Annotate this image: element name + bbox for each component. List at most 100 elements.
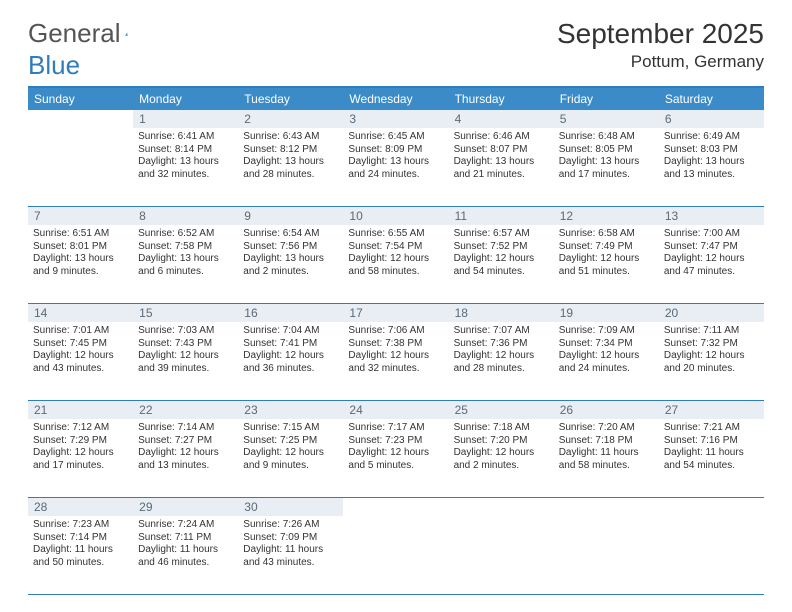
sunrise-text: Sunrise: 7:20 AM (559, 422, 654, 435)
day-number: 19 (554, 304, 659, 322)
day-cell (343, 516, 448, 594)
day-number: 6 (659, 110, 764, 128)
sunrise-text: Sunrise: 7:07 AM (454, 325, 549, 338)
week-row: Sunrise: 6:51 AMSunset: 8:01 PMDaylight:… (28, 225, 764, 304)
day-number: 9 (238, 207, 343, 225)
day-cell: Sunrise: 6:57 AMSunset: 7:52 PMDaylight:… (449, 225, 554, 303)
day-header-row: Sunday Monday Tuesday Wednesday Thursday… (28, 88, 764, 110)
day-cell: Sunrise: 7:26 AMSunset: 7:09 PMDaylight:… (238, 516, 343, 594)
sunrise-text: Sunrise: 6:49 AM (664, 131, 759, 144)
daylight-text: Daylight: 12 hours and 20 minutes. (664, 350, 759, 375)
sunrise-text: Sunrise: 7:11 AM (664, 325, 759, 338)
sunrise-text: Sunrise: 6:57 AM (454, 228, 549, 241)
day-cell: Sunrise: 6:55 AMSunset: 7:54 PMDaylight:… (343, 225, 448, 303)
day-number (28, 110, 133, 128)
sunset-text: Sunset: 7:54 PM (348, 241, 443, 254)
day-cell: Sunrise: 7:23 AMSunset: 7:14 PMDaylight:… (28, 516, 133, 594)
day-cell: Sunrise: 7:14 AMSunset: 7:27 PMDaylight:… (133, 419, 238, 497)
day-number: 24 (343, 401, 448, 419)
daylight-text: Daylight: 12 hours and 54 minutes. (454, 253, 549, 278)
day-cell: Sunrise: 7:00 AMSunset: 7:47 PMDaylight:… (659, 225, 764, 303)
sunrise-text: Sunrise: 6:58 AM (559, 228, 654, 241)
daylight-text: Daylight: 13 hours and 28 minutes. (243, 156, 338, 181)
day-cell (659, 516, 764, 594)
daylight-text: Daylight: 13 hours and 2 minutes. (243, 253, 338, 278)
daylight-text: Daylight: 11 hours and 43 minutes. (243, 544, 338, 569)
month-title: September 2025 (557, 18, 764, 50)
day-header: Monday (133, 88, 238, 110)
day-cell: Sunrise: 6:58 AMSunset: 7:49 PMDaylight:… (554, 225, 659, 303)
day-number: 11 (449, 207, 554, 225)
day-number: 13 (659, 207, 764, 225)
day-cell (28, 128, 133, 206)
sunset-text: Sunset: 7:41 PM (243, 338, 338, 351)
day-number: 25 (449, 401, 554, 419)
day-number (659, 498, 764, 516)
day-number: 28 (28, 498, 133, 516)
day-number: 10 (343, 207, 448, 225)
day-number (343, 498, 448, 516)
daynum-row: 14151617181920 (28, 304, 764, 322)
day-cell: Sunrise: 7:17 AMSunset: 7:23 PMDaylight:… (343, 419, 448, 497)
day-cell (449, 516, 554, 594)
sunset-text: Sunset: 8:14 PM (138, 144, 233, 157)
sunset-text: Sunset: 8:03 PM (664, 144, 759, 157)
day-number: 3 (343, 110, 448, 128)
daylight-text: Daylight: 12 hours and 47 minutes. (664, 253, 759, 278)
logo-text-2: Blue (28, 50, 80, 81)
daylight-text: Daylight: 12 hours and 2 minutes. (454, 447, 549, 472)
daylight-text: Daylight: 13 hours and 17 minutes. (559, 156, 654, 181)
sunrise-text: Sunrise: 7:17 AM (348, 422, 443, 435)
day-cell: Sunrise: 7:01 AMSunset: 7:45 PMDaylight:… (28, 322, 133, 400)
day-cell: Sunrise: 7:21 AMSunset: 7:16 PMDaylight:… (659, 419, 764, 497)
daylight-text: Daylight: 13 hours and 32 minutes. (138, 156, 233, 181)
day-cell: Sunrise: 7:03 AMSunset: 7:43 PMDaylight:… (133, 322, 238, 400)
sunrise-text: Sunrise: 7:26 AM (243, 519, 338, 532)
day-cell: Sunrise: 6:41 AMSunset: 8:14 PMDaylight:… (133, 128, 238, 206)
day-header: Thursday (449, 88, 554, 110)
sunrise-text: Sunrise: 7:00 AM (664, 228, 759, 241)
day-cell: Sunrise: 7:24 AMSunset: 7:11 PMDaylight:… (133, 516, 238, 594)
day-number: 14 (28, 304, 133, 322)
day-cell: Sunrise: 6:51 AMSunset: 8:01 PMDaylight:… (28, 225, 133, 303)
sunset-text: Sunset: 7:58 PM (138, 241, 233, 254)
daylight-text: Daylight: 13 hours and 6 minutes. (138, 253, 233, 278)
daylight-text: Daylight: 13 hours and 21 minutes. (454, 156, 549, 181)
sunset-text: Sunset: 7:14 PM (33, 532, 128, 545)
day-header: Friday (554, 88, 659, 110)
sunrise-text: Sunrise: 6:45 AM (348, 131, 443, 144)
day-number: 7 (28, 207, 133, 225)
logo-mark-icon (125, 24, 129, 44)
daynum-row: 21222324252627 (28, 401, 764, 419)
day-number: 12 (554, 207, 659, 225)
sunrise-text: Sunrise: 7:23 AM (33, 519, 128, 532)
logo: General (28, 18, 149, 49)
title-block: September 2025 Pottum, Germany (557, 18, 764, 72)
daynum-row: 282930 (28, 498, 764, 516)
day-number: 30 (238, 498, 343, 516)
sunrise-text: Sunrise: 7:18 AM (454, 422, 549, 435)
day-number: 21 (28, 401, 133, 419)
sunrise-text: Sunrise: 6:54 AM (243, 228, 338, 241)
sunset-text: Sunset: 7:09 PM (243, 532, 338, 545)
daylight-text: Daylight: 13 hours and 9 minutes. (33, 253, 128, 278)
day-number: 18 (449, 304, 554, 322)
sunset-text: Sunset: 7:29 PM (33, 435, 128, 448)
daylight-text: Daylight: 13 hours and 13 minutes. (664, 156, 759, 181)
day-cell: Sunrise: 7:09 AMSunset: 7:34 PMDaylight:… (554, 322, 659, 400)
sunset-text: Sunset: 7:18 PM (559, 435, 654, 448)
calendar: Sunday Monday Tuesday Wednesday Thursday… (28, 86, 764, 595)
day-cell: Sunrise: 6:54 AMSunset: 7:56 PMDaylight:… (238, 225, 343, 303)
day-cell: Sunrise: 7:15 AMSunset: 7:25 PMDaylight:… (238, 419, 343, 497)
sunrise-text: Sunrise: 7:03 AM (138, 325, 233, 338)
sunset-text: Sunset: 7:52 PM (454, 241, 549, 254)
sunset-text: Sunset: 7:11 PM (138, 532, 233, 545)
day-cell: Sunrise: 7:11 AMSunset: 7:32 PMDaylight:… (659, 322, 764, 400)
day-number: 15 (133, 304, 238, 322)
day-number (449, 498, 554, 516)
sunrise-text: Sunrise: 6:41 AM (138, 131, 233, 144)
day-number (554, 498, 659, 516)
day-cell (554, 516, 659, 594)
day-cell: Sunrise: 6:49 AMSunset: 8:03 PMDaylight:… (659, 128, 764, 206)
daylight-text: Daylight: 12 hours and 43 minutes. (33, 350, 128, 375)
